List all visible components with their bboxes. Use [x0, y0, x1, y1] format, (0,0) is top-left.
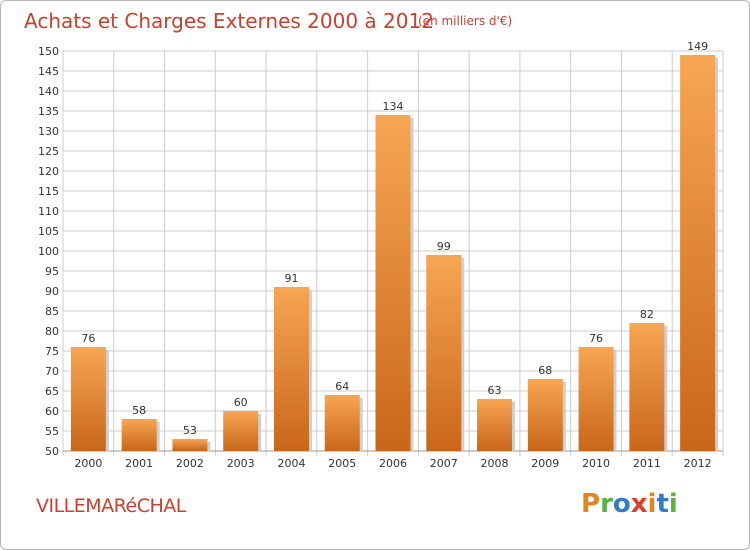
data-label: 76 [589, 332, 603, 345]
data-label: 53 [183, 424, 197, 437]
logo-letter: x [630, 489, 648, 519]
y-tick-label: 90 [45, 285, 59, 298]
bar [375, 115, 411, 451]
data-label: 63 [488, 384, 502, 397]
proxiti-logo[interactable]: Proxiti [581, 489, 678, 519]
x-tick-label: 2005 [328, 457, 356, 470]
x-tick-label: 2003 [227, 457, 255, 470]
data-label: 64 [335, 380, 349, 393]
data-label: 149 [687, 40, 708, 53]
data-label: 76 [81, 332, 95, 345]
y-tick-label: 135 [38, 105, 59, 118]
x-tick-label: 2007 [430, 457, 458, 470]
y-tick-label: 115 [38, 185, 59, 198]
y-tick-label: 70 [45, 365, 59, 378]
y-tick-label: 120 [38, 165, 59, 178]
y-tick-label: 50 [45, 445, 59, 458]
bar [578, 347, 614, 451]
data-label: 58 [132, 404, 146, 417]
y-tick-label: 130 [38, 125, 59, 138]
data-label: 60 [234, 396, 248, 409]
y-tick-label: 110 [38, 205, 59, 218]
bar [223, 411, 259, 451]
y-tick-label: 145 [38, 65, 59, 78]
chart-unit: (en milliers d'€) [418, 14, 513, 28]
y-tick-label: 65 [45, 385, 59, 398]
data-label: 91 [284, 272, 298, 285]
y-tick-label: 105 [38, 225, 59, 238]
bar [273, 287, 309, 451]
y-tick-label: 55 [45, 425, 59, 438]
y-tick-label: 95 [45, 265, 59, 278]
logo-letter: i [668, 489, 678, 519]
logo-letter: P [581, 489, 601, 519]
x-tick-label: 2002 [176, 457, 204, 470]
bar [629, 323, 665, 451]
bar-layer [70, 55, 719, 451]
commune-name: VILLEMARéCHAL [36, 495, 186, 517]
data-label: 99 [437, 240, 451, 253]
x-tick-label: 2010 [582, 457, 610, 470]
x-tick-label: 2001 [125, 457, 153, 470]
bar [121, 419, 157, 451]
x-tick-label: 2009 [531, 457, 559, 470]
bar [527, 379, 563, 451]
y-tick-label: 80 [45, 325, 59, 338]
y-tick-label: 140 [38, 85, 59, 98]
data-label: 68 [538, 364, 552, 377]
bar [324, 395, 360, 451]
label-layer: 50 55 60 65 70 75 80 85 90 95 100 105 110 115 120 125 13… [38, 40, 712, 470]
bar [70, 347, 106, 451]
bar [477, 399, 513, 451]
logo-letter: r [600, 489, 613, 519]
y-tick-label: 60 [45, 405, 59, 418]
x-tick-label: 2000 [74, 457, 102, 470]
y-tick-label: 100 [38, 245, 59, 258]
y-tick-label: 150 [38, 45, 59, 58]
x-tick-label: 2012 [684, 457, 712, 470]
y-tick-label: 125 [38, 145, 59, 158]
y-tick-label: 75 [45, 345, 59, 358]
x-tick-label: 2004 [277, 457, 305, 470]
bar [426, 255, 462, 451]
y-tick-label: 85 [45, 305, 59, 318]
x-tick-label: 2006 [379, 457, 407, 470]
x-tick-label: 2008 [481, 457, 509, 470]
data-label: 82 [640, 308, 654, 321]
bar [172, 439, 208, 451]
logo-letter: t [656, 489, 669, 519]
x-tick-label: 2011 [633, 457, 661, 470]
logo-letter: o [612, 489, 631, 519]
bar [680, 55, 716, 451]
chart-title: Achats et Charges Externes 2000 à 2012 [24, 9, 434, 33]
logo-letter: i [647, 489, 657, 519]
data-label: 134 [383, 100, 404, 113]
